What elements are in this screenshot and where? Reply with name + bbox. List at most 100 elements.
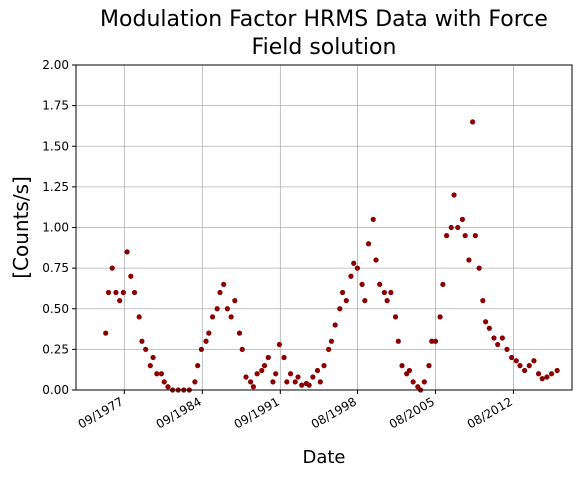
point xyxy=(232,298,238,304)
x-tick-label: 09/1984 xyxy=(154,394,204,431)
y-tick-label: 1.50 xyxy=(42,139,69,153)
point xyxy=(351,260,357,266)
point xyxy=(480,298,486,304)
x-tick-label: 09/1977 xyxy=(76,394,126,431)
y-axis-label: [Counts/s] xyxy=(9,176,33,279)
x-tick-label: 08/2005 xyxy=(387,394,437,431)
point xyxy=(117,298,123,304)
point xyxy=(455,224,461,231)
point xyxy=(476,265,482,271)
point xyxy=(337,306,343,312)
point xyxy=(224,306,231,312)
point xyxy=(395,338,401,344)
point xyxy=(517,363,523,369)
point xyxy=(295,374,301,380)
point xyxy=(513,358,519,364)
point xyxy=(198,346,204,352)
point xyxy=(254,371,260,377)
x-tick-label: 09/1991 xyxy=(232,394,282,431)
point xyxy=(243,374,249,380)
point xyxy=(470,119,476,125)
point xyxy=(548,371,555,377)
point xyxy=(221,281,227,287)
point xyxy=(472,233,479,239)
point xyxy=(373,257,379,263)
point xyxy=(440,281,446,287)
point xyxy=(437,314,443,320)
point xyxy=(370,216,376,222)
point xyxy=(273,371,279,377)
point xyxy=(381,289,387,296)
point xyxy=(359,281,365,287)
point xyxy=(432,338,439,344)
point xyxy=(236,330,243,336)
point xyxy=(214,306,220,312)
point xyxy=(444,233,450,239)
point xyxy=(486,325,492,331)
point xyxy=(136,314,142,320)
point xyxy=(248,379,254,385)
plot-frame xyxy=(75,64,573,391)
y-tick-label: 1.25 xyxy=(42,180,69,194)
point xyxy=(365,241,372,247)
point xyxy=(321,363,327,369)
point xyxy=(113,289,119,296)
point xyxy=(483,319,489,325)
point xyxy=(209,314,216,320)
x-tick-label: 08/2012 xyxy=(465,394,515,431)
y-tick-label: 1.00 xyxy=(42,221,69,235)
point xyxy=(362,298,368,304)
chart-title: Modulation Factor HRMS Data with Force F… xyxy=(100,7,548,60)
point xyxy=(139,338,145,344)
y-tick-label: 0.50 xyxy=(42,302,69,316)
point xyxy=(109,265,115,271)
point xyxy=(499,335,505,341)
point xyxy=(406,367,413,374)
point xyxy=(250,384,257,390)
point xyxy=(399,363,405,369)
point xyxy=(392,314,399,320)
point xyxy=(332,322,338,328)
point xyxy=(192,379,198,385)
point xyxy=(124,249,130,255)
point xyxy=(128,273,134,279)
point xyxy=(531,358,537,364)
point xyxy=(105,289,112,296)
point xyxy=(377,281,383,287)
point xyxy=(292,379,298,385)
y-tick-label: 2.00 xyxy=(42,58,69,72)
point xyxy=(410,379,416,385)
point xyxy=(195,363,201,369)
point xyxy=(143,346,149,352)
point xyxy=(299,382,305,388)
point xyxy=(491,335,497,341)
point xyxy=(287,371,294,377)
point xyxy=(384,298,390,304)
point xyxy=(281,354,287,361)
point xyxy=(539,376,545,382)
point xyxy=(328,338,335,344)
y-tick-label: 1.75 xyxy=(42,99,69,113)
point xyxy=(448,224,454,231)
point xyxy=(158,371,165,377)
y-tick-label: 0.00 xyxy=(42,383,69,397)
point xyxy=(154,371,160,377)
point xyxy=(554,367,560,374)
point xyxy=(161,379,167,385)
x-tick-label: 08/1998 xyxy=(309,394,359,431)
point xyxy=(276,341,283,348)
point xyxy=(317,379,323,385)
point xyxy=(421,379,427,385)
point xyxy=(239,346,245,352)
y-tick-label: 0.25 xyxy=(42,342,69,356)
y-tick-label: 0.75 xyxy=(42,261,69,275)
point xyxy=(228,314,234,320)
point xyxy=(261,363,268,369)
point xyxy=(147,363,153,369)
point xyxy=(306,382,312,388)
point xyxy=(466,257,472,263)
point xyxy=(326,346,332,352)
point xyxy=(526,363,532,369)
